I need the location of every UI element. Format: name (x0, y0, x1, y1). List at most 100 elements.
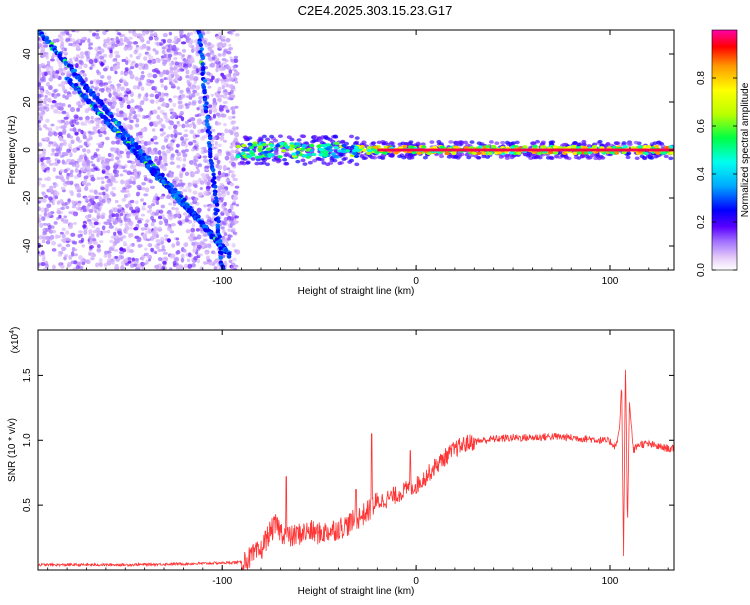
noise-cell (111, 38, 116, 44)
signal-halo-cell (340, 139, 346, 144)
signal-cell (240, 151, 246, 156)
noise-cell (51, 248, 57, 252)
noise-cell (70, 232, 76, 237)
signal-cell (355, 148, 362, 152)
noise-cell (225, 73, 230, 79)
noise-cell (150, 203, 156, 207)
noise-cell (65, 243, 71, 248)
spectrogram-marks (38, 30, 674, 270)
signal-cell (566, 145, 572, 150)
y-tick-label: 40 (22, 48, 33, 60)
noise-cell (191, 148, 196, 152)
noise-cell (116, 88, 121, 93)
noise-cell (68, 225, 74, 230)
noise-cell (171, 206, 176, 211)
noise-cell (112, 103, 117, 108)
noise-cell (156, 41, 161, 47)
signal-cell (463, 146, 469, 150)
noise-cell (182, 188, 188, 193)
signal-cell (471, 151, 477, 156)
noise-cell (46, 60, 51, 66)
noise-cell (44, 71, 48, 77)
noise-cell (232, 73, 237, 78)
noise-cell (119, 42, 125, 46)
noise-cell (44, 53, 49, 58)
noise-cell (39, 77, 45, 82)
signal-halo-cell (600, 156, 606, 160)
noise-cell (151, 218, 157, 223)
signal-halo-cell (312, 135, 318, 139)
noise-cell (61, 233, 66, 239)
signal-halo-cell (284, 152, 290, 156)
noise-cell (68, 190, 74, 194)
noise-cell (99, 55, 105, 60)
noise-cell (212, 104, 217, 109)
noise-cell (49, 188, 54, 192)
diagonal-line-1-cell (226, 251, 232, 256)
signal-cell (301, 143, 308, 148)
noise-cell (91, 224, 96, 229)
noise-cell (193, 75, 197, 81)
noise-cell (110, 140, 116, 145)
noise-cell (234, 215, 239, 219)
noise-cell (62, 88, 68, 93)
noise-cell (217, 31, 223, 36)
noise-cell (191, 171, 196, 177)
signal-cell (411, 151, 417, 155)
noise-cell (78, 65, 83, 70)
noise-cell (102, 53, 107, 58)
signal-halo-cell (389, 154, 395, 158)
signal-cell (330, 152, 337, 156)
noise-cell (162, 69, 167, 75)
signal-cell (382, 151, 388, 155)
noise-cell (235, 126, 239, 130)
signal-halo-cell (269, 134, 275, 139)
signal-halo-cell (476, 141, 482, 145)
noise-cell (195, 164, 200, 170)
noise-cell (227, 91, 232, 95)
noise-cell (126, 245, 131, 251)
noise-cell (59, 154, 64, 158)
noise-cell (223, 201, 227, 206)
signal-halo-cell (295, 159, 301, 164)
noise-cell (174, 74, 180, 79)
noise-cell (39, 85, 44, 90)
noise-cell (162, 260, 167, 266)
noise-cell (60, 186, 66, 191)
noise-cell (199, 180, 205, 185)
noise-cell (75, 30, 80, 33)
noise-cell (180, 257, 185, 263)
signal-halo-cell (548, 140, 554, 145)
noise-cell (140, 256, 145, 261)
noise-cell (183, 242, 188, 248)
noise-cell (189, 39, 194, 44)
noise-cell (45, 82, 50, 87)
noise-cell (38, 153, 43, 159)
noise-cell (92, 241, 98, 245)
signal-halo-cell (311, 139, 317, 143)
noise-cell (98, 205, 103, 210)
noise-cell (183, 133, 189, 138)
noise-cell (195, 228, 200, 232)
colorbar-label: Normalized spectral amplitude (740, 82, 750, 217)
noise-cell (157, 120, 162, 125)
noise-cell (144, 247, 148, 251)
noise-cell (118, 250, 125, 255)
noise-cell (221, 58, 227, 61)
signal-halo-cell (377, 155, 383, 160)
signal-halo-cell (438, 154, 444, 159)
noise-cell (69, 106, 76, 113)
noise-cell (119, 173, 124, 177)
noise-cell (141, 187, 146, 191)
signal-cell (432, 145, 438, 150)
noise-cell (235, 203, 240, 207)
noise-cell (60, 238, 65, 242)
noise-cell (141, 182, 146, 186)
noise-cell (43, 267, 48, 270)
noise-cell (233, 248, 238, 253)
noise-cell (140, 198, 144, 202)
noise-cell (162, 216, 166, 221)
signal-halo-cell (403, 142, 409, 146)
noise-cell (149, 30, 155, 33)
noise-cell (130, 264, 135, 268)
